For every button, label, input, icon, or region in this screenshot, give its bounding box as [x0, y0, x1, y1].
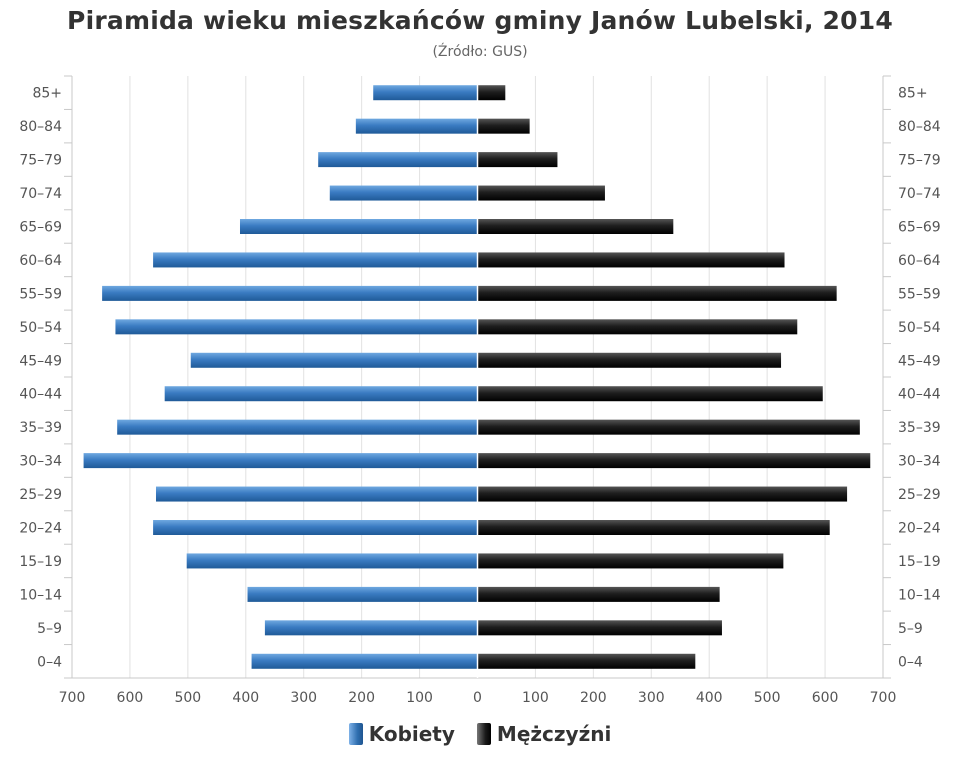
y-tick-label-right: 80–84: [898, 119, 941, 135]
x-tick-label: 100: [406, 690, 433, 706]
y-tick-label-left: 15–19: [19, 554, 62, 570]
tick-labels: 700 600 500 400 300 200 100 0 100 200 300 400 500 600…: [19, 86, 940, 706]
legend-label-kobiety: Kobiety: [368, 722, 455, 746]
bar-mezczyzni[interactable]: [477, 285, 837, 301]
bar-kobiety[interactable]: [102, 285, 478, 301]
y-tick-label-left: 30–34: [19, 454, 62, 470]
x-tick-label: 200: [580, 690, 607, 706]
bar-kobiety[interactable]: [373, 85, 478, 101]
bar-kobiety[interactable]: [83, 453, 478, 469]
y-tick-label-right: 0–4: [898, 654, 923, 670]
y-tick-label-left: 25–29: [19, 487, 62, 503]
x-tick-label: 700: [870, 690, 897, 706]
y-tick-label-right: 75–79: [898, 153, 941, 169]
y-tick-label-right: 15–19: [898, 554, 941, 570]
y-tick-label-right: 45–49: [898, 353, 941, 369]
x-tick-label: 600: [117, 690, 144, 706]
bar-mezczyzni[interactable]: [477, 85, 506, 101]
x-tick-label: 400: [696, 690, 723, 706]
legend: Kobiety Mężczyźni: [0, 722, 960, 746]
bar-mezczyzni[interactable]: [477, 386, 823, 402]
bar-kobiety[interactable]: [153, 520, 478, 535]
y-tick-label-right: 35–39: [898, 420, 941, 436]
y-tick-label-left: 35–39: [19, 420, 62, 436]
bar-mezczyzni[interactable]: [477, 620, 722, 636]
bar-kobiety[interactable]: [251, 653, 478, 669]
bar-kobiety[interactable]: [329, 185, 478, 201]
bar-kobiety[interactable]: [186, 553, 478, 569]
y-tick-label-left: 70–74: [19, 186, 62, 202]
x-tick-label: 700: [59, 690, 86, 706]
bar-mezczyzni[interactable]: [477, 419, 860, 435]
bar-kobiety[interactable]: [155, 486, 478, 502]
bar-mezczyzni[interactable]: [477, 486, 848, 502]
y-tick-label-left: 45–49: [19, 353, 62, 369]
bar-mezczyzni[interactable]: [477, 152, 558, 168]
bar-kobiety[interactable]: [164, 386, 478, 402]
bar-mezczyzni[interactable]: [477, 219, 674, 234]
x-tick-label: 200: [348, 690, 375, 706]
bar-mezczyzni[interactable]: [477, 118, 530, 134]
x-tick-label: 500: [754, 690, 781, 706]
legend-swatch-mezczyzni: [476, 723, 491, 745]
y-tick-label-right: 10–14: [898, 587, 941, 603]
x-tick-label: 300: [638, 690, 665, 706]
y-tick-label-right: 5–9: [898, 621, 923, 637]
bar-kobiety[interactable]: [117, 419, 478, 435]
y-tick-label-left: 0–4: [37, 654, 62, 670]
bar-mezczyzni[interactable]: [477, 352, 782, 368]
bar-mezczyzni[interactable]: [477, 520, 830, 535]
bar-mezczyzni[interactable]: [477, 453, 871, 469]
y-tick-label-left: 75–79: [19, 153, 62, 169]
bars: [83, 76, 871, 678]
y-tick-label-left: 80–84: [19, 119, 62, 135]
bar-kobiety[interactable]: [318, 152, 478, 168]
y-tick-label-right: 85+: [898, 86, 928, 102]
x-tick-label: 100: [522, 690, 549, 706]
legend-item-kobiety[interactable]: Kobiety: [348, 722, 455, 746]
y-tick-label-left: 50–54: [19, 320, 62, 336]
y-tick-label-right: 50–54: [898, 320, 941, 336]
bar-kobiety[interactable]: [239, 219, 478, 234]
bar-kobiety[interactable]: [153, 252, 478, 268]
bar-kobiety[interactable]: [264, 620, 478, 636]
x-tick-label: 500: [174, 690, 201, 706]
y-tick-label-left: 10–14: [19, 587, 62, 603]
y-tick-label-right: 40–44: [898, 387, 941, 403]
y-tick-label-right: 70–74: [898, 186, 941, 202]
y-tick-label-right: 20–24: [898, 521, 941, 537]
y-tick-label-right: 55–59: [898, 286, 941, 302]
y-tick-label-left: 40–44: [19, 387, 62, 403]
y-tick-label-left: 60–64: [19, 253, 62, 269]
y-tick-label-left: 85+: [32, 86, 62, 102]
bar-kobiety[interactable]: [247, 586, 478, 602]
bar-mezczyzni[interactable]: [477, 586, 720, 602]
y-tick-label-left: 55–59: [19, 286, 62, 302]
legend-label-mezczyzni: Mężczyźni: [496, 722, 612, 746]
bar-kobiety[interactable]: [115, 319, 478, 335]
legend-item-mezczyzni[interactable]: Mężczyźni: [476, 722, 612, 746]
bar-mezczyzni[interactable]: [477, 553, 784, 569]
bar-mezczyzni[interactable]: [477, 319, 798, 335]
chart-subtitle: (Źródło: GUS): [432, 44, 528, 60]
y-tick-label-right: 25–29: [898, 487, 941, 503]
bar-mezczyzni[interactable]: [477, 252, 785, 268]
bar-mezczyzni[interactable]: [477, 653, 696, 669]
bar-kobiety[interactable]: [355, 118, 478, 134]
bar-mezczyzni[interactable]: [477, 185, 605, 201]
x-tick-label: 400: [232, 690, 259, 706]
y-tick-label-right: 30–34: [898, 454, 941, 470]
x-tick-label: 600: [812, 690, 839, 706]
y-tick-label-left: 65–69: [19, 220, 62, 236]
y-tick-label-right: 65–69: [898, 220, 941, 236]
y-tick-label-left: 5–9: [37, 621, 62, 637]
bar-kobiety[interactable]: [190, 352, 478, 368]
x-tick-label: 300: [290, 690, 317, 706]
chart-title: Piramida wieku mieszkańców gminy Janów L…: [67, 6, 893, 35]
y-tick-label-right: 60–64: [898, 253, 941, 269]
y-tick-label-left: 20–24: [19, 521, 62, 537]
legend-swatch-kobiety: [348, 723, 363, 745]
x-tick-label: 0: [473, 690, 482, 706]
